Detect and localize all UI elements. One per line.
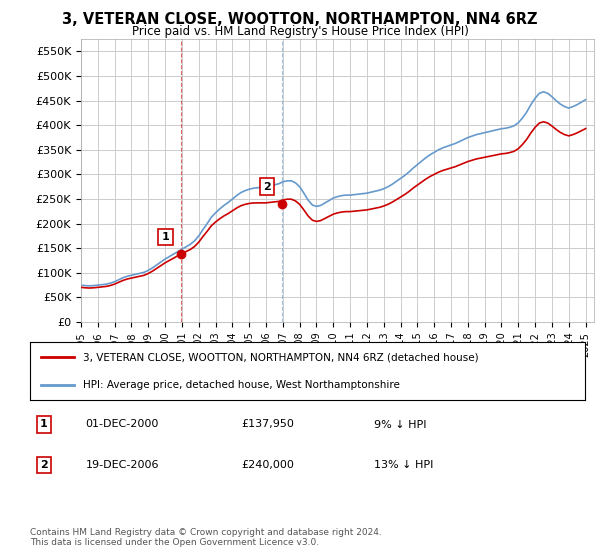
Text: 9% ↓ HPI: 9% ↓ HPI: [374, 419, 427, 430]
Text: 19-DEC-2006: 19-DEC-2006: [86, 460, 159, 470]
Text: HPI: Average price, detached house, West Northamptonshire: HPI: Average price, detached house, West…: [83, 380, 400, 390]
Text: 3, VETERAN CLOSE, WOOTTON, NORTHAMPTON, NN4 6RZ: 3, VETERAN CLOSE, WOOTTON, NORTHAMPTON, …: [62, 12, 538, 27]
Text: 01-DEC-2000: 01-DEC-2000: [86, 419, 159, 430]
Text: Contains HM Land Registry data © Crown copyright and database right 2024.
This d: Contains HM Land Registry data © Crown c…: [30, 528, 382, 547]
Text: £240,000: £240,000: [241, 460, 294, 470]
Text: 3, VETERAN CLOSE, WOOTTON, NORTHAMPTON, NN4 6RZ (detached house): 3, VETERAN CLOSE, WOOTTON, NORTHAMPTON, …: [83, 352, 478, 362]
Text: 1: 1: [40, 419, 48, 430]
Text: £137,950: £137,950: [241, 419, 294, 430]
Text: Price paid vs. HM Land Registry's House Price Index (HPI): Price paid vs. HM Land Registry's House …: [131, 25, 469, 38]
Text: 1: 1: [161, 232, 169, 242]
Text: 2: 2: [40, 460, 48, 470]
Text: 13% ↓ HPI: 13% ↓ HPI: [374, 460, 433, 470]
Text: 2: 2: [263, 182, 271, 192]
